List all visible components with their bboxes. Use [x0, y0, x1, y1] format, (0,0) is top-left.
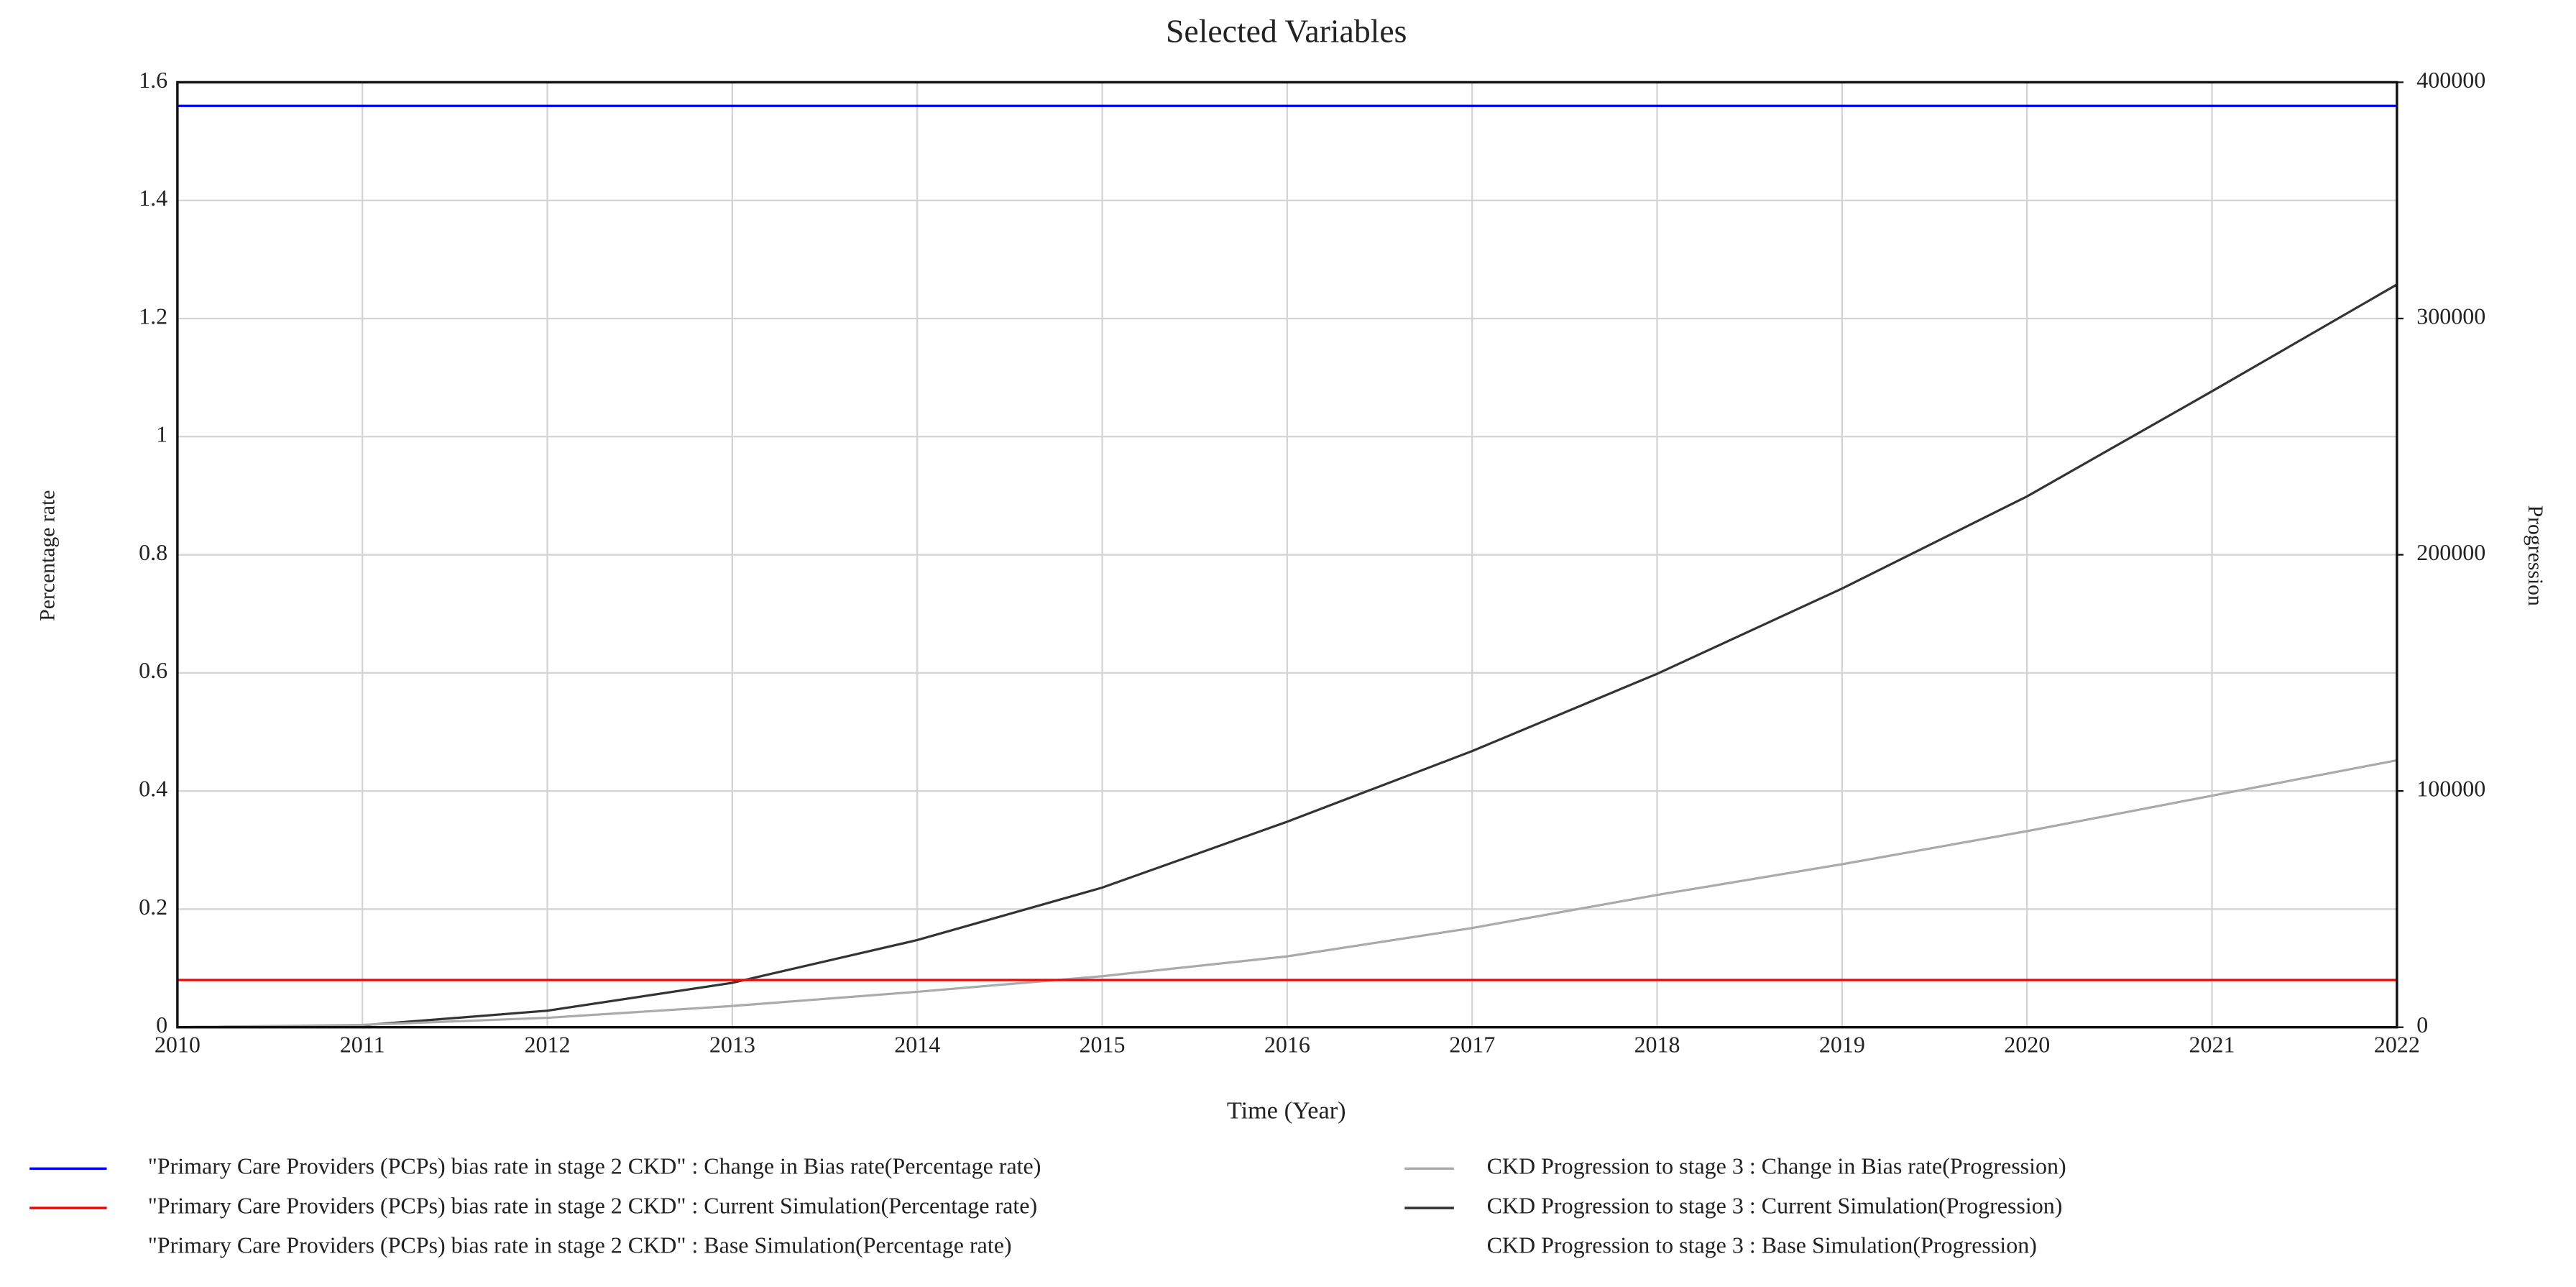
y-tick-label: 1.2 — [139, 303, 167, 329]
chart-title: Selected Variables — [1166, 13, 1407, 50]
x-tick-label: 2018 — [1634, 1031, 1680, 1057]
x-tick-label: 2013 — [709, 1031, 755, 1057]
series-line — [177, 283, 2398, 1029]
y-tick-label: 0.8 — [139, 539, 167, 565]
grid — [176, 81, 2398, 1028]
ticks: 2010 2011 2012 2013 2014 2015 2016 2017 2018 2019… — [139, 67, 2485, 1058]
y-tick-label: 1.6 — [139, 67, 167, 93]
series-line — [177, 759, 2398, 1029]
x-tick-label: 2019 — [1819, 1031, 1865, 1057]
y-axis-label: Percentage rate — [36, 490, 59, 621]
x-tick-label: 2015 — [1080, 1031, 1126, 1057]
y2-tick-label: 400000 — [2416, 67, 2485, 93]
y-tick-label: 0 — [156, 1012, 167, 1038]
y-tick-label: 0.2 — [139, 894, 167, 920]
y-tick-label: 0.6 — [139, 657, 167, 683]
x-tick-label: 2022 — [2374, 1031, 2420, 1057]
legend-label: "Primary Care Providers (PCPs) bias rate… — [148, 1192, 1037, 1218]
legend-label: CKD Progression to stage 3 : Change in B… — [1487, 1153, 2066, 1179]
x-axis-label: Time (Year) — [1227, 1096, 1346, 1124]
legend-label: CKD Progression to stage 3 : Current Sim… — [1487, 1192, 2063, 1218]
y-tick-label: 1 — [156, 421, 167, 447]
x-tick-label: 2017 — [1449, 1031, 1495, 1057]
legend-label: "Primary Care Providers (PCPs) bias rate… — [148, 1153, 1041, 1179]
y2-tick-label: 100000 — [2416, 775, 2485, 801]
y-tick-label: 0.4 — [139, 775, 167, 801]
x-tick-label: 2012 — [525, 1031, 571, 1057]
x-tick-label: 2016 — [1264, 1031, 1310, 1057]
y2-tick-label: 300000 — [2416, 303, 2485, 329]
x-tick-label: 2020 — [2004, 1031, 2050, 1057]
legend-label: "Primary Care Providers (PCPs) bias rate… — [148, 1232, 1012, 1258]
x-tick-label: 2010 — [155, 1031, 201, 1057]
legend-label: CKD Progression to stage 3 : Base Simula… — [1487, 1232, 2037, 1258]
y2-tick-label: 0 — [2416, 1012, 2428, 1038]
y2-tick-label: 200000 — [2416, 539, 2485, 565]
legend: "Primary Care Providers (PCPs) bias rate… — [29, 1153, 2066, 1258]
y-tick-label: 1.4 — [139, 185, 167, 211]
y2-axis-label: Progression — [2524, 505, 2547, 606]
plot-lines — [177, 104, 2398, 1029]
x-tick-label: 2014 — [894, 1031, 940, 1057]
x-tick-label: 2021 — [2189, 1031, 2235, 1057]
x-tick-label: 2011 — [340, 1031, 385, 1057]
